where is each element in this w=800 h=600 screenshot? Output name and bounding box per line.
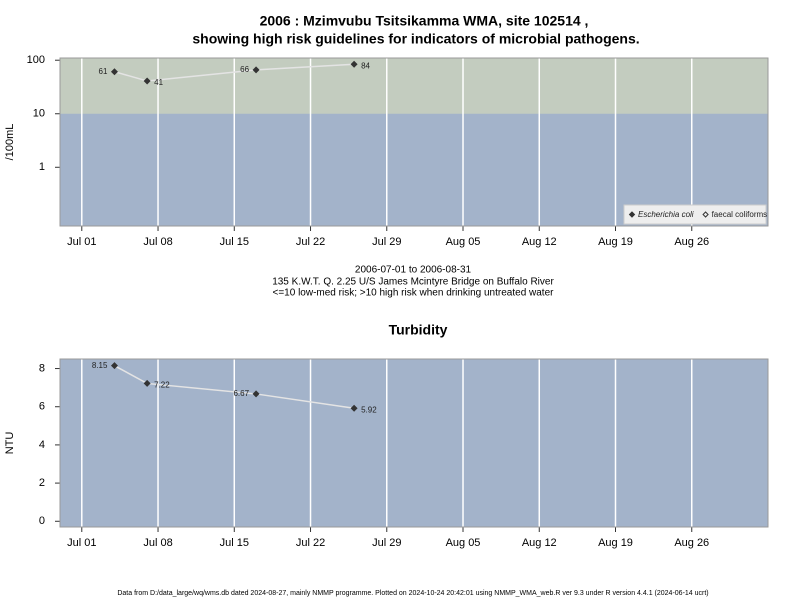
- note: <=10 low-med risk; >10 high risk when dr…: [273, 288, 555, 299]
- legend: Escherichia coli faecal coliforms: [623, 204, 768, 225]
- data-label: 7.22: [154, 381, 170, 390]
- note: 2006-07-01 to 2006-08-31: [355, 265, 472, 276]
- x-tick-label: Aug 26: [674, 236, 709, 248]
- x-tick-label: Jul 29: [372, 236, 401, 248]
- data-point: [252, 390, 260, 398]
- x-tick-label: Aug 05: [446, 236, 481, 248]
- x-tick-label: Jul 29: [372, 537, 401, 549]
- y-tick-label: 6: [39, 401, 45, 413]
- data-point: [110, 68, 118, 76]
- x-tick-label: Aug 12: [522, 537, 557, 549]
- data-point: [143, 77, 151, 85]
- high-risk-band: [60, 58, 768, 114]
- y-tick-label: 1: [39, 161, 45, 173]
- x-tick-label: Jul 01: [67, 537, 96, 549]
- data-label: 61: [99, 67, 108, 76]
- x-tick-label: Aug 12: [522, 236, 557, 248]
- title-line: 2006 : Mzimvubu Tsitsikamma WMA, site 10…: [260, 13, 589, 29]
- y-tick-label: 2: [39, 477, 45, 489]
- data-label: 41: [154, 78, 163, 87]
- y-tick-label: 4: [39, 439, 45, 451]
- legend-marker: [702, 211, 709, 218]
- x-tick-label: Jul 08: [143, 537, 172, 549]
- legend-label: Escherichia coli: [638, 210, 694, 219]
- y-axis-label: /100mL: [4, 124, 16, 161]
- data-label: 5.92: [361, 405, 377, 414]
- data-label: 66: [240, 65, 249, 74]
- x-tick-label: Jul 15: [220, 236, 249, 248]
- x-tick-label: Aug 05: [446, 537, 481, 549]
- legend-label: faecal coliforms: [712, 210, 768, 219]
- x-tick-label: Aug 26: [674, 537, 709, 549]
- data-point: [252, 66, 260, 74]
- y-tick-label: 0: [39, 515, 45, 527]
- x-tick-label: Jul 22: [296, 236, 325, 248]
- x-tick-label: Jul 22: [296, 537, 325, 549]
- y-axis-label: NTU: [4, 432, 16, 455]
- data-point: [143, 379, 151, 387]
- legend-marker: [628, 211, 636, 218]
- legend-box: [623, 204, 767, 225]
- y-tick-label: 100: [27, 54, 45, 66]
- x-tick-label: Jul 08: [143, 236, 172, 248]
- data-line: [114, 63, 355, 82]
- y-tick-label: 10: [33, 108, 45, 120]
- data-point: [350, 60, 358, 68]
- data-label: 8.15: [92, 361, 108, 370]
- data-label: 84: [361, 61, 370, 70]
- x-tick-label: Jul 01: [67, 236, 96, 248]
- data-point: [110, 362, 118, 370]
- data-label: 6.67: [233, 389, 249, 398]
- data-point: [350, 404, 358, 412]
- x-tick-label: Jul 15: [220, 537, 249, 549]
- footer: Data from D:/data_large/wq/wms.db dated …: [117, 590, 708, 597]
- plot-border: [59, 57, 769, 227]
- x-tick-label: Aug 19: [598, 537, 633, 549]
- data-line: [114, 365, 355, 409]
- chart-title: Turbidity: [389, 322, 448, 338]
- title-line: showing high risk guidelines for indicat…: [192, 31, 639, 47]
- plot-border: [59, 358, 769, 528]
- note: 135 K.W.T. Q. 2.25 U/S James Mcintyre Br…: [272, 277, 554, 288]
- y-tick-label: 8: [39, 362, 45, 374]
- x-tick-label: Aug 19: [598, 236, 633, 248]
